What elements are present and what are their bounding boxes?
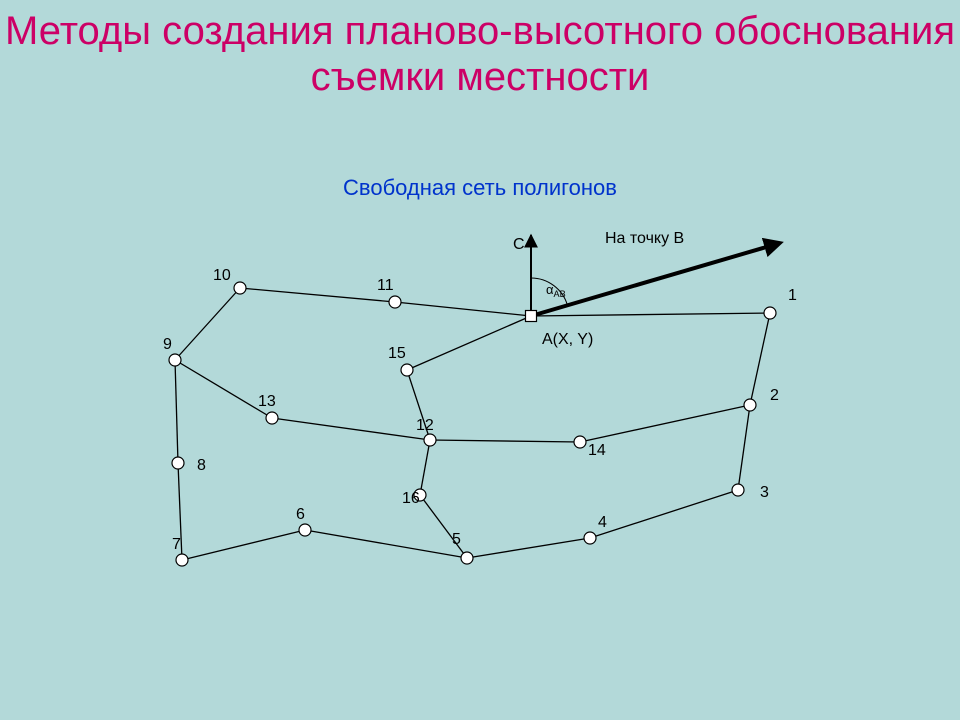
edge	[182, 530, 305, 560]
edge	[750, 313, 770, 405]
edge	[272, 418, 430, 440]
node-label-10: 10	[213, 267, 231, 284]
edge	[175, 288, 240, 360]
node-6	[299, 524, 311, 536]
node-label-1: 1	[788, 287, 797, 304]
edge	[590, 490, 738, 538]
node-5	[461, 552, 473, 564]
edge	[531, 313, 770, 316]
node-10	[234, 282, 246, 294]
edge	[580, 405, 750, 442]
node-label-3: 3	[760, 484, 769, 501]
node-label-7: 7	[172, 536, 181, 553]
node-2	[744, 399, 756, 411]
node-label-11: 11	[377, 277, 394, 294]
edge	[430, 440, 580, 442]
node-12	[424, 434, 436, 446]
node-15	[401, 364, 413, 376]
north-label: C	[513, 236, 525, 253]
node-label-16: 16	[402, 490, 420, 507]
node-9	[169, 354, 181, 366]
node-label-14: 14	[588, 442, 606, 459]
node-label-15: 15	[388, 345, 406, 362]
node-label-13: 13	[258, 393, 276, 410]
direction-b-label: На точку B	[605, 230, 684, 247]
node-11	[389, 296, 401, 308]
edge	[305, 530, 467, 558]
edge	[407, 316, 531, 370]
edge	[175, 360, 178, 463]
alpha-label: αAB	[546, 282, 566, 299]
node-3	[732, 484, 744, 496]
node-label-9: 9	[163, 336, 172, 353]
edge	[420, 440, 430, 495]
node-1	[764, 307, 776, 319]
node-label-5: 5	[452, 531, 461, 548]
edge	[738, 405, 750, 490]
slide: Методы создания планово-высотного обосно…	[0, 0, 960, 720]
point-a-label: A(X, Y)	[542, 331, 593, 348]
network-diagram: CНа точку BαABA(X, Y)1234567891011121314…	[0, 0, 960, 720]
node-13	[266, 412, 278, 424]
edge	[420, 495, 467, 558]
node-7	[176, 554, 188, 566]
node-8	[172, 457, 184, 469]
edge	[467, 538, 590, 558]
point-a	[526, 311, 537, 322]
node-label-12: 12	[416, 417, 434, 434]
node-label-2: 2	[770, 387, 779, 404]
node-4	[584, 532, 596, 544]
node-label-6: 6	[296, 506, 305, 523]
node-label-4: 4	[598, 514, 607, 531]
edge	[395, 302, 531, 316]
direction-b-arrow	[531, 243, 780, 316]
node-14	[574, 436, 586, 448]
edge	[240, 288, 395, 302]
node-label-8: 8	[197, 457, 206, 474]
